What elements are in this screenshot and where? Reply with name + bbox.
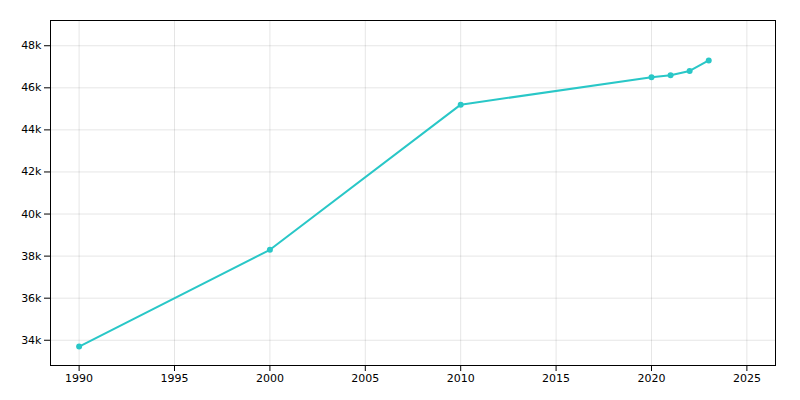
svg-text:48k: 48k <box>21 39 42 52</box>
svg-text:1995: 1995 <box>161 372 189 385</box>
svg-text:1990: 1990 <box>65 372 93 385</box>
svg-text:2010: 2010 <box>447 372 475 385</box>
svg-text:34k: 34k <box>21 334 42 347</box>
svg-text:46k: 46k <box>21 81 42 94</box>
svg-text:42k: 42k <box>21 165 42 178</box>
svg-text:2000: 2000 <box>256 372 284 385</box>
svg-text:2020: 2020 <box>637 372 665 385</box>
svg-text:2005: 2005 <box>351 372 379 385</box>
svg-text:2025: 2025 <box>733 372 761 385</box>
svg-text:44k: 44k <box>21 123 42 136</box>
svg-text:36k: 36k <box>21 292 42 305</box>
svg-text:2015: 2015 <box>542 372 570 385</box>
svg-text:38k: 38k <box>21 250 42 263</box>
svg-text:40k: 40k <box>21 208 42 221</box>
